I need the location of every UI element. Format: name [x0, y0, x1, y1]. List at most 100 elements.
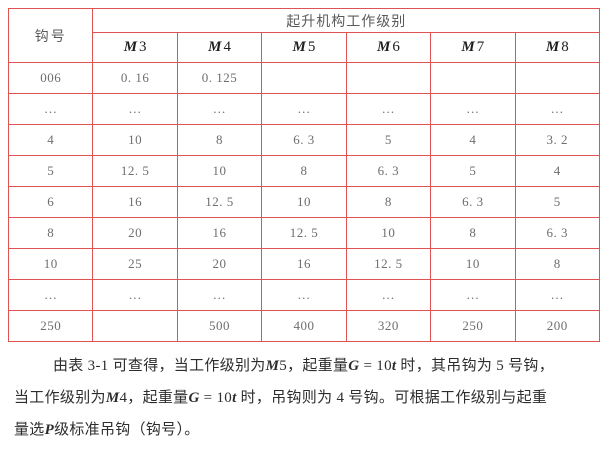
- table-cell: 20: [92, 217, 178, 249]
- grade-letter: M: [123, 39, 138, 55]
- paragraph-text: 由表 3-1 可查得，当工作级别为: [53, 358, 266, 374]
- hook-number-column-header: 钩号: [7, 8, 94, 63]
- table-cell: …: [345, 279, 432, 311]
- table-cell: 4: [514, 155, 601, 187]
- paragraph-text: ，起重量: [127, 390, 189, 406]
- table-cell: 5: [345, 124, 432, 156]
- paragraph-text: = 10: [199, 390, 233, 406]
- paragraph-text: 时，吊钩则为 4 号钩。可根据工作级别与起重: [236, 390, 548, 406]
- grade-number: 3: [139, 39, 147, 55]
- table-cell: 12. 5: [345, 248, 432, 280]
- paragraph-line: 由表 3-1 可查得，当工作级别为M5，起重量G = 10t 时，其吊钩为 5 …: [14, 350, 598, 382]
- table-row: 250 500 400 320 250 200: [7, 310, 601, 342]
- table-cell: 16: [92, 186, 178, 218]
- table-cell: [92, 310, 178, 342]
- table-cell: 8: [514, 248, 601, 280]
- explanatory-paragraph: 由表 3-1 可查得，当工作级别为M5，起重量G = 10t 时，其吊钩为 5 …: [14, 350, 598, 446]
- table-cell: [430, 62, 516, 94]
- table-cell: …: [92, 279, 178, 311]
- table-cell: 10: [345, 217, 432, 249]
- table-cell: [261, 62, 347, 94]
- table-cell: …: [514, 279, 601, 311]
- table-cell: 10: [261, 186, 347, 218]
- table-cell: 5: [430, 155, 516, 187]
- grade-number: 5: [307, 39, 316, 55]
- grade-number: 7: [476, 39, 485, 55]
- grade-number: 8: [561, 39, 569, 55]
- table-cell: …: [92, 93, 178, 125]
- table-cell: …: [430, 93, 516, 125]
- table-cell: …: [514, 93, 601, 125]
- table-cell: 12. 5: [176, 186, 263, 218]
- table-cell: 006: [7, 62, 94, 94]
- table-cell: 6: [7, 186, 94, 218]
- table-cell: …: [176, 93, 263, 125]
- grade-number: 4: [223, 39, 231, 55]
- table-cell: 6. 3: [345, 155, 432, 187]
- table-cell: 400: [261, 310, 347, 342]
- grade-letter: M: [376, 39, 391, 55]
- table-cell: 10: [7, 248, 94, 280]
- table-cell: 16: [261, 248, 347, 280]
- table-row: 006 0. 16 0. 125: [7, 62, 601, 94]
- variable-g: G: [348, 358, 360, 374]
- table-cell: 3. 2: [514, 124, 601, 156]
- grade-number: 6: [392, 39, 400, 55]
- table-cell: 320: [345, 310, 432, 342]
- table-cell: 12. 5: [261, 217, 347, 249]
- variable-t: t: [391, 358, 397, 374]
- grade-letter: M: [545, 39, 560, 55]
- table-cell: 10: [92, 124, 178, 156]
- table-row: 6 16 12. 5 10 8 6. 3 5: [7, 186, 601, 218]
- paragraph-text: 当工作级别为: [14, 390, 106, 406]
- table-cell: 8: [261, 155, 347, 187]
- table-row: 4 10 8 6. 3 5 4 3. 2: [7, 124, 601, 156]
- table-cell: 5: [514, 186, 601, 218]
- table-cell: 8: [430, 217, 516, 249]
- table-cell: 0. 125: [176, 62, 263, 94]
- variable-t: t: [232, 390, 237, 406]
- table-cell: …: [430, 279, 516, 311]
- table-cell: …: [261, 93, 347, 125]
- table-cell: 250: [7, 310, 94, 342]
- table-row: … … … … … … …: [7, 93, 601, 125]
- grade-letter: M: [461, 39, 475, 55]
- variable-p: P: [44, 422, 55, 438]
- grade-letter: M: [208, 39, 222, 55]
- work-grade-group-header: 起升机构工作级别: [92, 8, 600, 33]
- table-cell: 8: [345, 186, 432, 218]
- table-cell: …: [176, 279, 263, 311]
- table-cell: 10: [430, 248, 516, 280]
- paragraph-line: 量选P级标准吊钩（钩号）。: [14, 414, 598, 446]
- paragraph-text: 5: [279, 358, 288, 374]
- table-cell: 250: [430, 310, 516, 342]
- table-cell: …: [345, 93, 432, 125]
- table-cell: 8: [176, 124, 263, 156]
- table-row: 10 25 20 16 12. 5 10 8: [7, 248, 601, 280]
- table-row: … … … … … … …: [7, 279, 601, 311]
- table-cell: 6. 3: [430, 186, 516, 218]
- table-cell: 25: [92, 248, 178, 280]
- table-cell: 4: [430, 124, 516, 156]
- variable-g: G: [188, 390, 200, 406]
- table-cell: …: [7, 279, 94, 311]
- table-header-row-1: 钩号 起升机构工作级别: [7, 8, 600, 63]
- table-cell: 500: [176, 310, 263, 342]
- variable-m: M: [265, 358, 280, 374]
- table-cell: …: [261, 279, 347, 311]
- table-cell: 4: [7, 124, 94, 156]
- table-row: 8 20 16 12. 5 10 8 6. 3: [7, 217, 601, 249]
- variable-m: M: [105, 390, 120, 406]
- table-cell: 6. 3: [514, 217, 601, 249]
- table-cell: 12. 5: [92, 155, 178, 187]
- table-cell: 0. 16: [92, 62, 178, 94]
- table-cell: …: [7, 93, 94, 125]
- paragraph-text: 级标准吊钩（钩号）。: [54, 422, 200, 438]
- table-cell: 8: [7, 217, 94, 249]
